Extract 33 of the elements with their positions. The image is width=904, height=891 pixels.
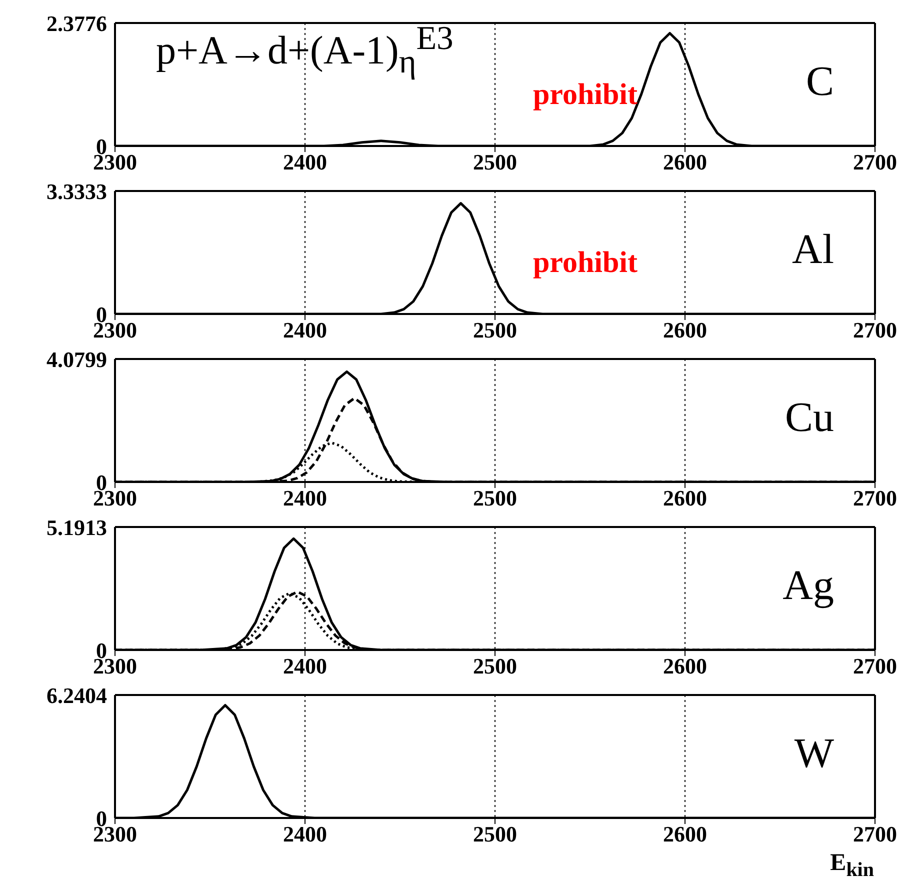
y-tick-label: 4.0799 [46, 346, 107, 372]
text: C [806, 58, 834, 106]
x-tick-label: 2600 [663, 654, 707, 679]
y-tick-label: 6.2404 [46, 682, 107, 708]
annotation: prohibit [533, 246, 638, 280]
x-tick-label: 2500 [473, 822, 517, 847]
x-tick-label: 2500 [473, 318, 517, 343]
x-tick-label: 2500 [473, 486, 517, 511]
x-tick-label: 2500 [473, 150, 517, 175]
x-tick-label: 2600 [663, 486, 707, 511]
y-tick-label: 3.3333 [46, 178, 107, 204]
x-tick-label: 2600 [663, 150, 707, 175]
x-tick-label: 2500 [473, 654, 517, 679]
text: Cu [784, 394, 834, 442]
x-tick-label: 2400 [283, 486, 327, 511]
annotation: prohibit [533, 78, 638, 112]
y-tick-label: 2.3776 [46, 10, 107, 36]
x-tick-label: 2700 [853, 486, 897, 511]
x-tick-label: 2700 [853, 822, 897, 847]
x-tick-label: 2700 [853, 150, 897, 175]
x-tick-label: 2700 [853, 318, 897, 343]
x-tick-label: 2700 [853, 654, 897, 679]
y-tick-label: 5.1913 [46, 514, 107, 540]
x-tick-label: 2400 [283, 654, 327, 679]
x-tick-label: 2400 [283, 822, 327, 847]
x-tick-label: 2600 [663, 318, 707, 343]
x-axis-title: E$_{kin}$ [830, 850, 874, 882]
x-tick-label: 2400 [283, 150, 327, 175]
x-tick-label: 2400 [283, 318, 327, 343]
text: Al [792, 226, 834, 274]
text: Ag [782, 562, 834, 610]
x-tick-label: 2600 [663, 822, 707, 847]
text: W [794, 730, 834, 778]
